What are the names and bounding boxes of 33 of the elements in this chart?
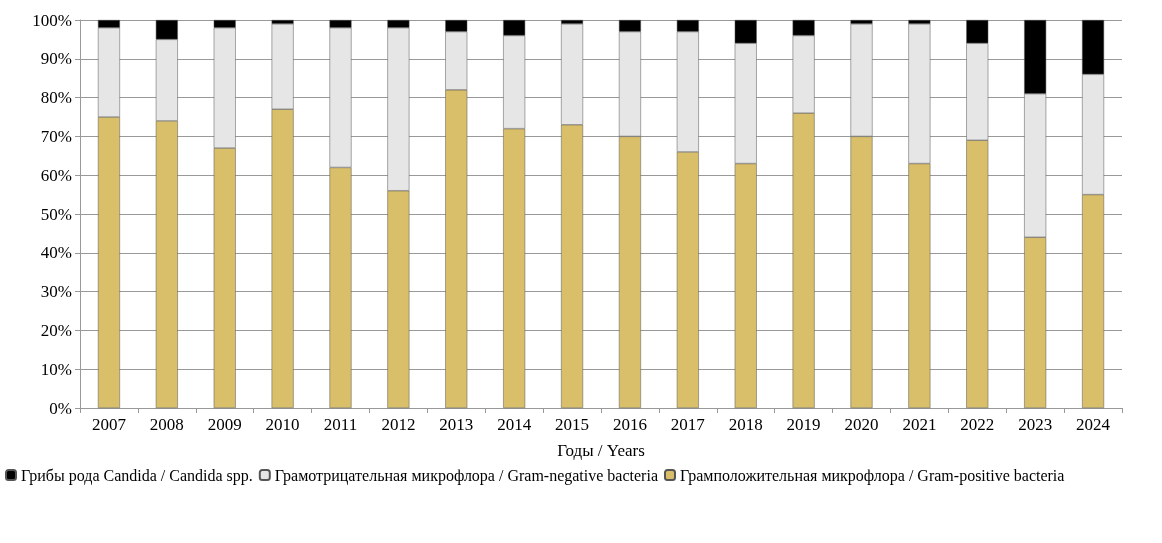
y-tick-label: 10% <box>40 359 72 379</box>
x-tick-label: 2008 <box>149 415 184 434</box>
y-tick-label: 0% <box>49 398 72 418</box>
y-tick-label: 50% <box>40 204 72 224</box>
legend-label: Грибы рода Candida / Candida spp. <box>21 466 253 485</box>
x-axis-title: Годы / Years <box>557 441 645 460</box>
y-tick-label: 60% <box>40 165 72 185</box>
y-tick-label: 80% <box>40 88 72 108</box>
x-tick-label: 2021 <box>902 415 937 434</box>
y-tick-label: 40% <box>40 243 72 263</box>
y-tick-label: 100% <box>32 10 72 30</box>
y-tick-label: 30% <box>40 282 72 302</box>
legend-label: Грамотрицательная микрофлора / Gram-negative bacteria <box>274 466 658 485</box>
x-tick-label: 2023 <box>1018 415 1053 434</box>
x-tick-label: 2018 <box>728 415 763 434</box>
x-tick-label: 2015 <box>555 415 590 434</box>
x-tick-label: 2012 <box>381 415 416 434</box>
y-tick-label: 70% <box>40 126 72 146</box>
x-tick-label: 2019 <box>786 415 821 434</box>
x-tick-label: 2017 <box>670 415 706 434</box>
x-tick-label: 2013 <box>439 415 474 434</box>
x-tick-label: 2011 <box>323 415 358 434</box>
x-tick-label: 2009 <box>207 415 242 434</box>
x-tick-label: 2014 <box>497 415 532 434</box>
y-tick-label: 90% <box>40 49 72 69</box>
x-tick-label: 2010 <box>265 415 300 434</box>
y-tick-label: 20% <box>40 320 72 340</box>
x-tick-label: 2024 <box>1076 415 1111 434</box>
x-tick-label: 2016 <box>612 415 647 434</box>
legend-label: Грамположительная микрофлора / Gram-positive bacteria <box>679 466 1065 485</box>
x-tick-label: 2007 <box>91 415 127 434</box>
x-tick-label: 2020 <box>844 415 879 434</box>
x-tick-label: 2022 <box>960 415 995 434</box>
